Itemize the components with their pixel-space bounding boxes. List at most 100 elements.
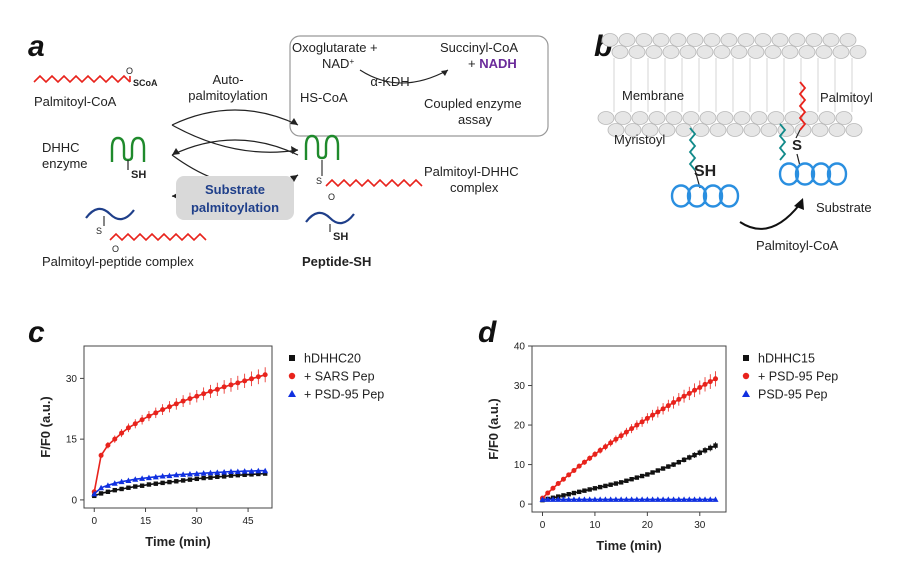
- lipid-head: [682, 111, 700, 125]
- data-point: [98, 491, 104, 496]
- data-point: [629, 476, 634, 482]
- data-point: [587, 455, 593, 461]
- lipid-head: [845, 123, 863, 137]
- data-point: [262, 471, 268, 476]
- y-tick-label: 0: [519, 500, 525, 511]
- data-point: [153, 481, 158, 486]
- data-point: [132, 421, 138, 427]
- data-point: [539, 496, 546, 502]
- data-point: [696, 496, 703, 502]
- dhhc-label-2: enzyme: [42, 156, 88, 171]
- data-point: [570, 496, 577, 502]
- lipid-head: [760, 123, 778, 137]
- data-point: [702, 496, 709, 502]
- data-point: [597, 447, 603, 453]
- data-point: [242, 378, 248, 384]
- data-point: [187, 396, 193, 402]
- dhhc-sh-label: SH: [131, 169, 146, 181]
- data-point: [180, 398, 186, 404]
- data-point: [119, 486, 124, 492]
- oxoglutarate-label: Oxoglutarate +: [292, 40, 378, 55]
- succinyl-label: Succinyl-CoA: [440, 40, 518, 55]
- auto-arrowhead-top: [290, 118, 298, 125]
- data-point: [180, 478, 186, 483]
- data-point: [655, 468, 661, 473]
- data-point: [691, 496, 698, 502]
- data-point: [160, 407, 166, 413]
- data-point: [545, 490, 551, 496]
- data-point: [666, 464, 671, 469]
- data-point: [581, 459, 587, 465]
- data-point: [248, 376, 254, 382]
- akdh-arrowhead: [441, 70, 448, 76]
- lipid-head: [743, 123, 761, 137]
- x-tick-label: 15: [140, 516, 152, 527]
- left-sh-label: SH: [694, 163, 716, 180]
- lipid-head: [645, 45, 663, 59]
- lipid-head: [737, 33, 755, 47]
- left-myristoyl-chain: [688, 127, 697, 171]
- data-point: [235, 472, 241, 478]
- x-axis-label: Time (min): [596, 538, 662, 553]
- data-point: [194, 393, 200, 399]
- ppep-o: O: [112, 244, 119, 254]
- data-point: [618, 433, 624, 439]
- data-point: [560, 496, 567, 502]
- data-point: [566, 492, 571, 497]
- data-point: [702, 381, 708, 387]
- data-point: [207, 388, 213, 394]
- lipid-head: [733, 111, 751, 125]
- pdhhc-chain: [325, 178, 423, 188]
- data-point: [644, 415, 650, 421]
- data-point: [671, 400, 677, 406]
- panel-label-a: a: [28, 30, 45, 63]
- data-point: [146, 482, 152, 487]
- lipid-head: [801, 111, 819, 125]
- data-point: [262, 467, 269, 474]
- data-point: [624, 478, 629, 483]
- data-point: [687, 455, 692, 460]
- lipid-head: [726, 123, 744, 137]
- lipid-head: [662, 45, 680, 59]
- panel-d: d 0 10 20 30 0 10 20 30 40 Time (min) F/F0 (a.u.) h…: [478, 316, 838, 553]
- data-point: [582, 488, 587, 493]
- legend-marker: [288, 372, 296, 380]
- data-point: [242, 472, 247, 477]
- lipid-head: [720, 33, 738, 47]
- data-point: [655, 409, 661, 415]
- ppep-peptide-shape: [85, 207, 135, 221]
- data-point: [639, 496, 646, 502]
- data-point: [634, 422, 640, 428]
- series-fit-line: [542, 444, 716, 501]
- coupled-assay-box: [289, 35, 549, 137]
- data-point: [98, 484, 105, 491]
- data-point: [565, 496, 572, 502]
- data-point: [193, 470, 200, 477]
- legend-marker: [743, 355, 749, 361]
- auto-label-1: Auto-: [212, 72, 243, 87]
- data-point: [153, 410, 159, 416]
- lipid-head: [652, 33, 670, 47]
- data-point: [234, 468, 241, 475]
- data-point: [228, 473, 234, 478]
- data-point: [221, 468, 228, 475]
- data-point: [167, 479, 172, 485]
- transfer-arrowhead: [794, 198, 804, 210]
- data-point: [702, 448, 708, 453]
- chart-c: 0 15 30 45 0 15 30 Time (min) F/F0 (a.u.) hDHHC20…: [38, 345, 384, 549]
- data-point: [112, 487, 117, 493]
- data-point: [586, 496, 593, 502]
- data-point: [104, 482, 111, 488]
- x-tick-label: 30: [694, 520, 706, 531]
- right-myristoyl-chain: [778, 123, 787, 161]
- data-point: [613, 481, 619, 486]
- x-tick-label: 30: [191, 516, 203, 527]
- return-arrowhead-top: [172, 148, 180, 155]
- lipid-head: [747, 45, 765, 59]
- lipid-head: [788, 33, 806, 47]
- data-point: [576, 496, 583, 502]
- lipid-head: [686, 33, 704, 47]
- right-palmitoyl-chain: [798, 81, 807, 131]
- lipid-head: [631, 111, 649, 125]
- pdhhc-s: S: [316, 176, 322, 186]
